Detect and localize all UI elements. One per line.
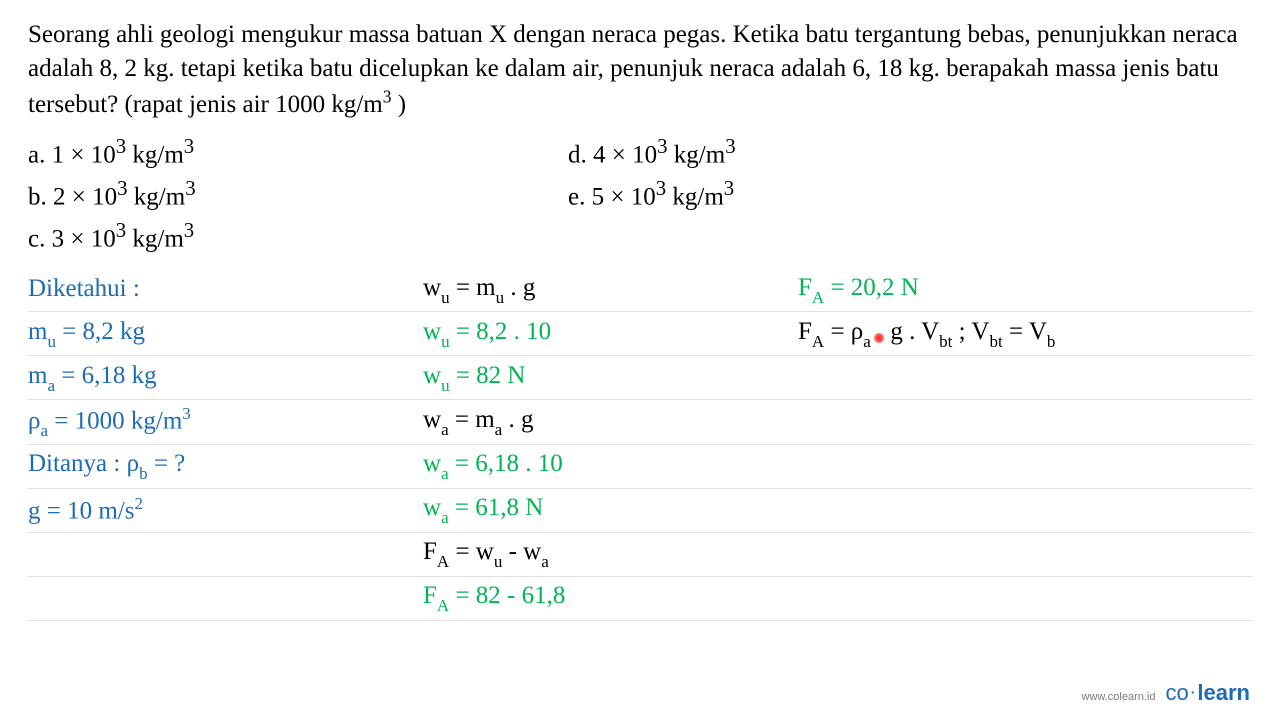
solution-cell: g = 10 m/s2 — [28, 490, 423, 530]
solution-cell: FA = 20,2 N — [798, 269, 1252, 310]
solution-row: FA = wu - wa — [28, 533, 1252, 577]
solution-cell: wa = ma . g — [423, 401, 798, 442]
solution-cell — [28, 594, 423, 602]
answer-option: d. 4 × 103 kg/m3 — [568, 132, 1252, 172]
footer-url: www.colearn.id — [1082, 691, 1156, 703]
solution-row: Ditanya : ρb = ?wa = 6,18 . 10 — [28, 445, 1252, 489]
answer-option: c. 3 × 103 kg/m3 — [28, 216, 568, 256]
solution-cell: wa = 61,8 N — [423, 489, 798, 530]
solution-cell: FA = 82 - 61,8 — [423, 577, 798, 618]
solution-cell — [798, 594, 1252, 602]
problem-content: Seorang ahli geologi mengukur massa batu… — [28, 21, 1238, 118]
solution-cell — [798, 418, 1252, 426]
solution-row: FA = 82 - 61,8 — [28, 577, 1252, 621]
solution-cell — [798, 462, 1252, 470]
solution-cell: Ditanya : ρb = ? — [28, 445, 423, 486]
solution-row: mu = 8,2 kgwu = 8,2 . 10FA = ρa g . Vbt … — [28, 312, 1252, 356]
problem-text: Seorang ahli geologi mengukur massa batu… — [0, 0, 1280, 130]
footer-brand: co·learn — [1165, 680, 1250, 706]
answer-option: b. 2 × 103 kg/m3 — [28, 174, 568, 214]
solution-cell — [798, 506, 1252, 514]
answer-option: e. 5 × 103 kg/m3 — [568, 174, 1252, 214]
solution-row: g = 10 m/s2wa = 61,8 N — [28, 489, 1252, 533]
solution-cell: wa = 6,18 . 10 — [423, 445, 798, 486]
solution-cell: ρa = 1000 kg/m3 — [28, 400, 423, 444]
solution-area: Diketahui :wu = mu . gFA = 20,2 Nmu = 8,… — [0, 264, 1280, 621]
solution-row: Diketahui :wu = mu . gFA = 20,2 N — [28, 268, 1252, 312]
solution-cell — [798, 373, 1252, 381]
solution-cell — [798, 550, 1252, 558]
solution-cell — [28, 550, 423, 558]
solution-cell: wu = mu . g — [423, 269, 798, 310]
solution-cell: FA = ρa g . Vbt ; Vbt = Vb — [798, 313, 1252, 354]
solution-cell: wu = 82 N — [423, 357, 798, 398]
footer: www.colearn.id co·learn — [1082, 680, 1251, 706]
solution-row: ma = 6,18 kgwu = 82 N — [28, 356, 1252, 400]
answer-option: a. 1 × 103 kg/m3 — [28, 132, 568, 172]
options-left-column: a. 1 × 103 kg/m3b. 2 × 103 kg/m3c. 3 × 1… — [28, 132, 568, 258]
solution-cell: wu = 8,2 . 10 — [423, 313, 798, 354]
solution-cell: ma = 6,18 kg — [28, 357, 423, 398]
solution-cell: FA = wu - wa — [423, 533, 798, 574]
answer-options: a. 1 × 103 kg/m3b. 2 × 103 kg/m3c. 3 × 1… — [0, 130, 1280, 264]
solution-row: ρa = 1000 kg/m3wa = ma . g — [28, 400, 1252, 445]
solution-cell: Diketahui : — [28, 270, 423, 308]
options-right-column: d. 4 × 103 kg/m3e. 5 × 103 kg/m3 — [568, 132, 1252, 258]
solution-cell: mu = 8,2 kg — [28, 313, 423, 354]
